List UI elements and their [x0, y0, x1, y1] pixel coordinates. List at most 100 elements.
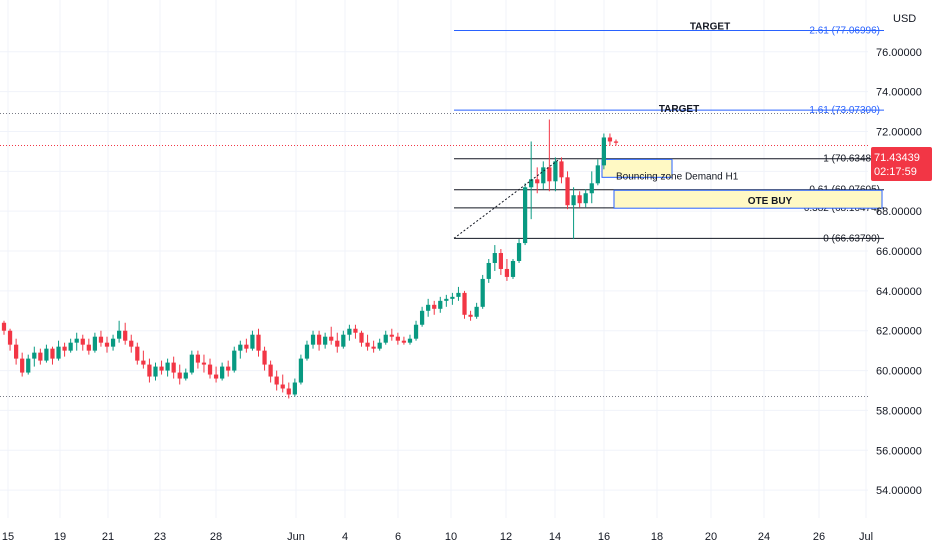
candle-body	[559, 161, 564, 178]
candle-body	[535, 179, 540, 184]
price-axis[interactable]: 54.00000 56.00000 58.00000 60.00000 62.00000…	[876, 47, 922, 497]
candle-body	[371, 346, 376, 349]
candle-body	[280, 384, 285, 389]
candle-body	[341, 334, 346, 347]
x-tick-label: 6	[395, 531, 401, 543]
candle-body	[613, 141, 619, 143]
ote-zone-box	[613, 189, 883, 209]
y-tick-label: 62.00000	[876, 326, 922, 338]
grid	[0, 0, 868, 518]
x-tick-label: 24	[758, 531, 770, 543]
candle-body	[323, 336, 328, 345]
candle-body	[238, 344, 243, 351]
candle-body	[474, 306, 479, 317]
currency-label[interactable]: USD	[893, 13, 916, 25]
candle-body	[522, 187, 528, 244]
candle-body	[395, 336, 400, 341]
candle-body	[298, 358, 304, 383]
candle-body	[444, 298, 449, 301]
candle-body	[389, 334, 394, 337]
candle-body	[44, 348, 49, 361]
candle-body	[486, 262, 491, 279]
y-tick-label: 64.00000	[876, 286, 922, 298]
candle-body	[438, 300, 443, 309]
candle-body	[335, 340, 340, 347]
last-price-badge	[871, 147, 932, 181]
candle-body	[353, 328, 358, 333]
candle-body	[492, 253, 497, 263]
x-tick-label: 15	[2, 531, 14, 543]
candle-body	[56, 346, 61, 359]
y-tick-label: 72.00000	[876, 126, 922, 138]
candle-body	[529, 179, 534, 188]
x-tick-label: 19	[54, 531, 66, 543]
candle-body	[13, 344, 19, 359]
candle-body	[456, 292, 461, 297]
candle-body	[553, 161, 558, 182]
y-tick-label: 66.00000	[876, 246, 922, 258]
candle-body	[213, 374, 219, 379]
candle-body	[232, 350, 237, 371]
candle-body	[407, 338, 413, 343]
candle-body	[153, 366, 158, 377]
candle-body	[147, 364, 152, 377]
y-tick-label: 60.00000	[876, 366, 922, 378]
candle-body	[426, 304, 431, 311]
candle-body	[20, 358, 25, 373]
candle-body	[577, 195, 582, 204]
candle-body	[92, 336, 98, 351]
candle-body	[220, 366, 225, 379]
x-tick-label: 16	[598, 531, 610, 543]
candle-body	[583, 193, 588, 204]
candle-body	[135, 346, 140, 361]
candle-body	[1, 322, 7, 331]
y-tick-label: 56.00000	[876, 445, 922, 457]
overlay	[453, 158, 561, 239]
candle-body	[244, 344, 249, 349]
price-badges: USD 71.43439 02:17:59	[871, 13, 932, 181]
last-price-value: 71.43439	[874, 152, 920, 164]
candle-body	[304, 344, 310, 359]
candle-body	[68, 342, 73, 351]
y-tick-label: 54.00000	[876, 485, 922, 497]
fib-level-label: 1 (70.63486)	[823, 154, 880, 165]
candle-body	[50, 348, 55, 359]
candle-body	[80, 338, 85, 345]
bar-countdown: 02:17:59	[874, 166, 917, 178]
x-tick-label: 23	[154, 531, 166, 543]
candle-body	[595, 165, 600, 184]
candle-body	[310, 334, 316, 345]
candle-body	[413, 324, 419, 339]
candle-body	[250, 334, 255, 349]
candle-body	[38, 352, 43, 361]
ote-zone-label: OTE BUY	[748, 196, 793, 207]
candle-body	[110, 338, 116, 347]
candle-body	[316, 334, 322, 345]
candle-body	[74, 338, 79, 343]
candle-body	[359, 332, 364, 343]
zones[interactable]: Bouncing zone Demand H1 OTE BUY	[601, 158, 883, 209]
x-tick-label: 4	[342, 531, 348, 543]
candle-body	[541, 167, 546, 184]
time-axis[interactable]: 15 19 21 23 28 Jun 4 6 10 12 14 16 18 20 24 26 Jul	[2, 531, 873, 543]
x-tick-label: 18	[651, 531, 663, 543]
candle-body	[7, 330, 13, 345]
candle-body	[117, 330, 122, 339]
x-tick-label: Jun	[287, 531, 305, 543]
candle-body	[450, 296, 455, 299]
candle-body	[601, 137, 607, 166]
fib-level-label: 2.61 (77.06996)	[809, 25, 880, 36]
target-label: TARGET	[659, 104, 699, 115]
candle-body	[468, 314, 473, 317]
x-tick-label: 28	[210, 531, 222, 543]
candle-body	[377, 342, 382, 349]
candle-body	[26, 358, 31, 373]
candle-body	[195, 354, 201, 363]
candle-body	[347, 328, 352, 335]
candle-body	[286, 388, 291, 395]
target-label: TARGET	[690, 21, 730, 32]
candle-body	[510, 260, 516, 277]
candle-body	[432, 304, 437, 309]
candle-body	[383, 334, 388, 343]
